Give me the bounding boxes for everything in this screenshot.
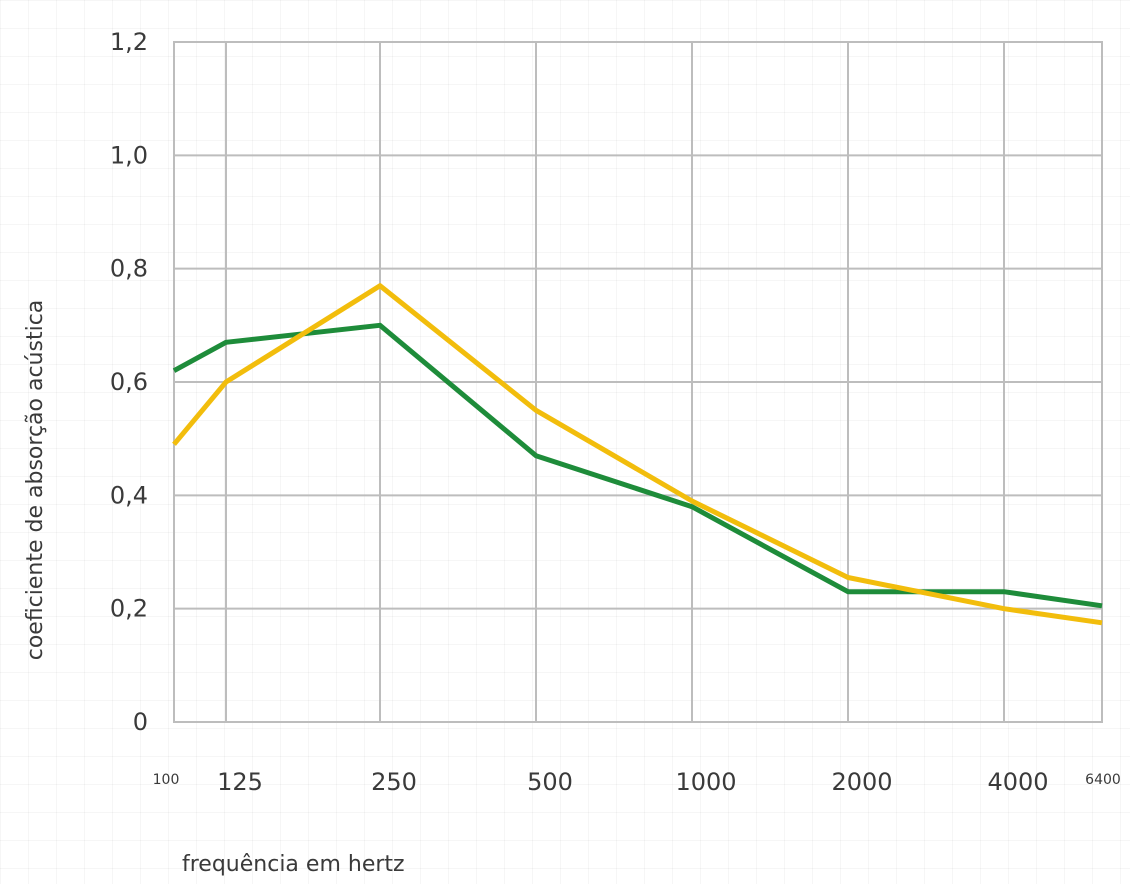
x-tick-label: 2000 bbox=[831, 768, 892, 796]
x-tick-label: 4000 bbox=[987, 768, 1048, 796]
y-axis-title: coeficiente de absorção acústica bbox=[23, 300, 48, 661]
y-tick-label: 1,2 bbox=[110, 28, 148, 56]
x-tick-label: 1000 bbox=[675, 768, 736, 796]
y-tick-label: 0,2 bbox=[110, 595, 148, 623]
grid-layer bbox=[173, 41, 1103, 723]
y-tick-label: 1,0 bbox=[110, 141, 148, 169]
x-tick-label: 125 bbox=[217, 768, 263, 796]
x-tick-label: 500 bbox=[527, 768, 573, 796]
x-tick-label: 6400 bbox=[1085, 772, 1121, 788]
x-tick-label: 250 bbox=[371, 768, 417, 796]
x-tick-label: 100 bbox=[153, 772, 180, 788]
y-tick-label: 0,8 bbox=[110, 255, 148, 283]
y-tick-label: 0,6 bbox=[110, 368, 148, 396]
y-tick-label: 0,4 bbox=[110, 481, 148, 509]
series-layer bbox=[172, 283, 1103, 626]
y-tick-label: 0 bbox=[133, 708, 148, 736]
y-tick-labels: 0 0,2 0,4 0,6 0,8 1,0 1,2 bbox=[110, 28, 148, 736]
x-axis-title: frequência em hertz bbox=[182, 852, 405, 877]
series-line-1 bbox=[172, 322, 1103, 609]
series-line-2 bbox=[172, 283, 1103, 626]
x-tick-labels: 100 125 250 500 1000 2000 4000 6400 bbox=[153, 768, 1121, 796]
